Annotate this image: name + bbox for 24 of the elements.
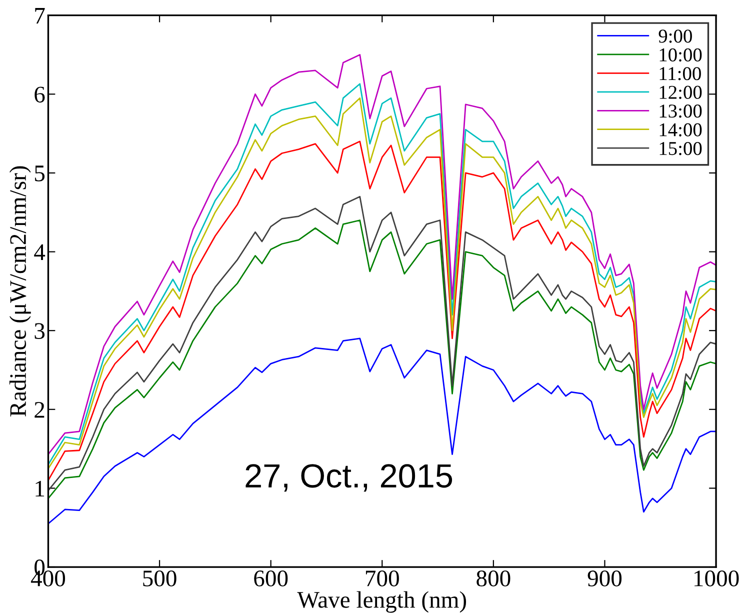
x-tick-label: 600 (254, 570, 288, 586)
legend-label: 14:00 (660, 123, 702, 136)
y-tick-label: 3 (34, 323, 45, 340)
y-tick-label: 4 (34, 244, 46, 260)
y-tick-label: 2 (34, 402, 44, 418)
annotation: 27, Oct., 2015 (246, 464, 452, 492)
x-tick-label: 500 (143, 570, 176, 586)
x-tick-label: 700 (366, 570, 399, 586)
x-tick-label: 900 (588, 570, 622, 586)
legend-label: 13:00 (660, 104, 702, 118)
x-tick-label: 1000 (694, 570, 739, 586)
x-axis-title: Wave length (nm) (297, 591, 466, 613)
line-series (48, 338, 716, 524)
y-tick-label: 5 (35, 166, 45, 182)
legend-label: 11:00 (660, 67, 701, 80)
y-tick-label: 7 (35, 8, 45, 24)
legend-label: 12:00 (660, 86, 702, 99)
legend-label: 10:00 (660, 48, 702, 62)
legend-label: 15:00 (660, 142, 702, 156)
y-tick-label: 1 (36, 480, 44, 496)
legend-label: 9:00 (658, 30, 692, 43)
x-tick-label: 800 (476, 570, 510, 586)
y-tick-label: 6 (34, 86, 45, 103)
y-axis-title: Radiance (μW/cm2/nm/sr) (9, 166, 31, 416)
